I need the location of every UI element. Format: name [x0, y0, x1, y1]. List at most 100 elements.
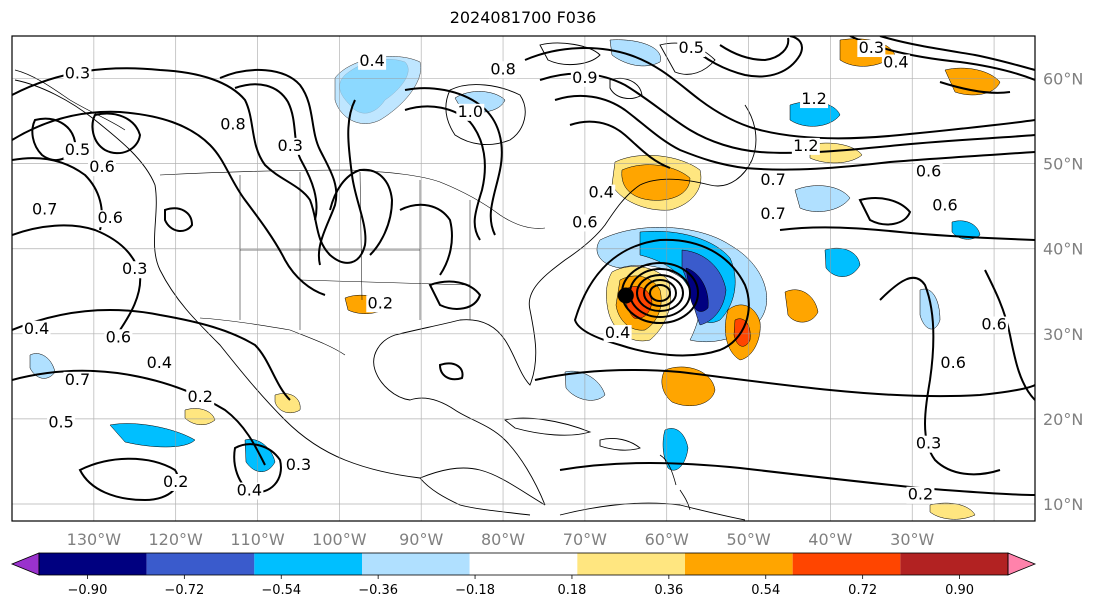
colorbar-level-label: 0.54	[751, 583, 780, 598]
anomaly-shading	[29, 38, 1001, 520]
shade-lightorange-pac4	[184, 408, 216, 425]
contour-label-bg	[88, 159, 117, 177]
contour-label-bg	[63, 142, 92, 160]
contour-label: 0.5	[65, 140, 90, 159]
colorbar-level-label: −0.18	[455, 583, 495, 598]
contour-label-bg	[759, 205, 788, 223]
contour-label: 0.2	[368, 293, 393, 312]
shade-lightorange-sw	[929, 502, 976, 520]
shade-lightblue-e1	[919, 288, 941, 330]
lon-tick-label: 30°W	[890, 530, 934, 549]
lon-tick-label: 100°W	[312, 530, 367, 549]
shade-lightblue-ne5	[794, 185, 851, 212]
contour-label: 0.5	[48, 412, 73, 431]
lon-tick-label: 60°W	[645, 530, 689, 549]
contour-label: 0.8	[220, 115, 245, 134]
contour-label: 0.4	[359, 51, 384, 70]
contour-label: 0.4	[605, 323, 630, 342]
contour-label-bg	[570, 214, 599, 232]
colorbar-level-label: 0.36	[654, 583, 683, 598]
colorbar-swatch	[900, 553, 1008, 575]
contour-label-bg	[96, 210, 125, 228]
colorbar-swatch	[254, 553, 362, 575]
map-title: 2024081700 F036	[449, 8, 597, 27]
colorbar-swatch	[685, 553, 793, 575]
contour-label-bg	[63, 65, 92, 83]
contour-label-bg	[145, 354, 174, 372]
contour-label: 0.3	[286, 455, 311, 474]
lon-tick-label: 120°W	[149, 530, 204, 549]
contour-label: 0.4	[147, 353, 172, 372]
colorbar-extend-high	[1007, 552, 1037, 576]
contour-label-bg	[603, 325, 632, 343]
contour-label-bg	[759, 171, 788, 189]
contour-label: 0.6	[106, 327, 131, 346]
map-panel	[12, 36, 1035, 521]
contour-label: 0.7	[65, 370, 90, 389]
contour-label-bg	[284, 456, 313, 474]
contour-label: 0.3	[859, 38, 884, 57]
contour-label-bg	[930, 197, 959, 215]
contour-label: 0.4	[237, 480, 262, 499]
contour-label-bg	[677, 40, 706, 58]
contour-label: 0.7	[760, 204, 785, 223]
contour-label: 1.2	[801, 89, 826, 108]
contour-label: 0.7	[760, 170, 785, 189]
contour-label: 0.2	[163, 472, 188, 491]
shade-blue-pac1	[109, 423, 196, 448]
contour-label: 0.2	[188, 387, 213, 406]
contour-label: 0.9	[572, 68, 597, 87]
contour-label-bg	[161, 473, 190, 491]
coastlines	[14, 42, 757, 521]
contour-label: 0.6	[940, 353, 965, 372]
contour-label-bg	[800, 91, 829, 109]
lon-tick-label: 80°W	[481, 530, 525, 549]
colorbar-swatch	[577, 553, 685, 575]
colorbar-level-label: −0.72	[164, 583, 204, 598]
contour-label: 1.2	[793, 136, 818, 155]
lon-tick-label: 90°W	[399, 530, 443, 549]
colorbar-swatch	[469, 553, 578, 575]
contour-label: 0.4	[589, 183, 614, 202]
colorbar-frame	[38, 552, 1009, 576]
contour-label-bg	[456, 103, 485, 121]
contour-label: 0.3	[65, 64, 90, 83]
colorbar-level-label: −0.90	[68, 583, 108, 598]
contour-labels: 0.30.4 0.8 0.90.5 0.30.41.01.21.20.50.60.80…	[22, 38, 1009, 504]
lon-tick-label: 50°W	[726, 530, 770, 549]
lat-tick-label: 50°N	[1043, 155, 1083, 174]
shade-orange-atl3	[661, 366, 716, 406]
latitude-labels: 10°N 20°N 30°N 40°N 50°N 60°N	[1043, 70, 1083, 514]
colorbar: −0.90 −0.72 −0.54 −0.36 −0.18 0.18 0.36 0.54 0.7…	[10, 552, 1037, 598]
storm-center-marker	[617, 287, 634, 304]
shade-blue-ne7	[824, 247, 861, 277]
contour-label-bg	[120, 261, 149, 279]
contour-label: 0.3	[278, 136, 303, 155]
contour-label: 0.4	[24, 319, 49, 338]
contour-label-bg	[235, 482, 264, 500]
contour-label-bg	[104, 329, 133, 347]
contour-label-bg	[218, 116, 247, 134]
map-frame	[11, 35, 1036, 522]
colorbar-swatch	[792, 553, 901, 575]
lat-tick-label: 30°N	[1043, 325, 1083, 344]
lon-tick-label: 40°W	[808, 530, 852, 549]
longitude-labels: 130°W 120°W 110°W 100°W 90°W 80°W 70°W 60°W 50°W…	[67, 530, 935, 549]
contour-label-bg	[366, 295, 395, 313]
colorbar-extend-low	[10, 552, 40, 576]
contour-label-bg	[980, 316, 1009, 334]
contour-label-bg	[906, 486, 935, 504]
contour-label-bg	[857, 40, 886, 58]
contour-label: 0.6	[89, 157, 114, 176]
contour-label: 0.3	[122, 259, 147, 278]
contour-label: 0.8	[490, 59, 515, 78]
contour-label: 0.2	[908, 485, 933, 504]
contour-label-bg	[939, 354, 968, 372]
contour-label-bg	[186, 388, 215, 406]
shade-lightorange-ne4	[809, 142, 863, 164]
lat-tick-label: 60°N	[1043, 70, 1083, 89]
colorbar-level-label: 0.72	[848, 583, 877, 598]
shade-lightorange-pac5	[274, 393, 301, 413]
lat-tick-label: 20°N	[1043, 410, 1083, 429]
